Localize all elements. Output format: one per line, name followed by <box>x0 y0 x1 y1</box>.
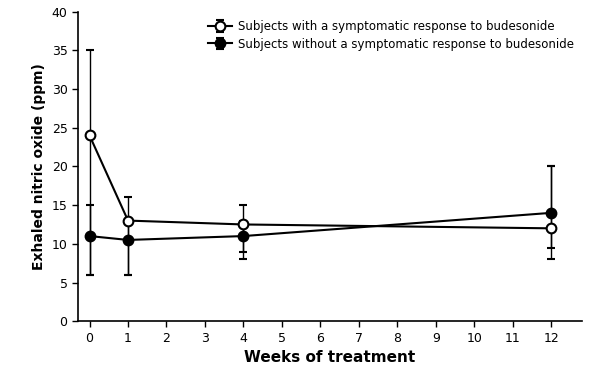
X-axis label: Weeks of treatment: Weeks of treatment <box>244 350 416 365</box>
Y-axis label: Exhaled nitric oxide (ppm): Exhaled nitric oxide (ppm) <box>32 63 46 270</box>
Legend: Subjects with a symptomatic response to budesonide, Subjects without a symptomat: Subjects with a symptomatic response to … <box>203 15 578 55</box>
